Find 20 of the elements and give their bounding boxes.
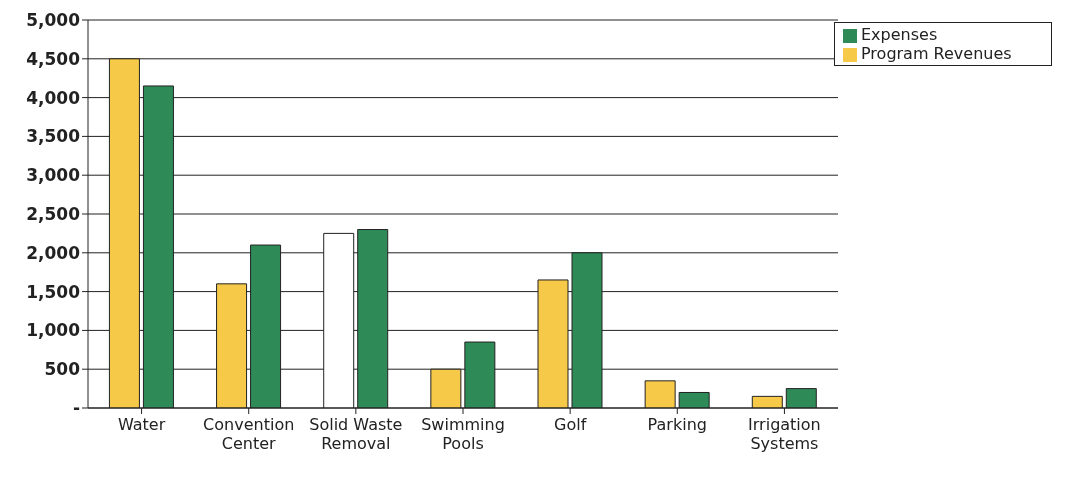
y-tick-label: - [72,398,80,419]
x-tick-label: Convention Center [203,415,295,453]
y-tick-label: 3,500 [26,126,81,147]
legend-label: Expenses [861,25,938,44]
y-tick-label: 1,000 [26,320,81,341]
y-tick-label: 2,000 [26,242,81,263]
x-tick-label: Parking [647,415,707,434]
y-tick-label: 3,000 [26,165,81,186]
x-tick-label: Swimming Pools [421,415,505,453]
x-tick-label: Golf [554,415,587,434]
y-tick-label: 5,000 [26,10,81,31]
x-tick-label: Solid Waste Removal [309,415,403,453]
y-tick-label: 500 [44,359,81,380]
y-tick-label: 4,500 [26,48,81,69]
legend-label: Program Revenues [861,44,1012,63]
x-tick-label: Water [117,415,166,434]
y-tick-label: 4,000 [26,87,81,108]
y-tick-label: 2,500 [26,204,81,225]
y-tick-label: 1,500 [26,281,81,302]
x-tick-label: Irrigation Systems [748,415,821,453]
